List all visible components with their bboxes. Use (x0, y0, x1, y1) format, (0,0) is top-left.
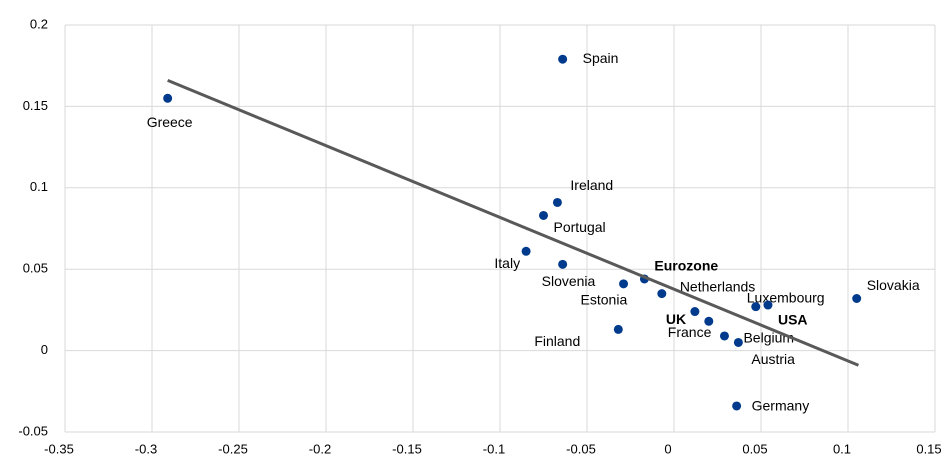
point-label: Netherlands (680, 278, 756, 294)
point (163, 93, 173, 103)
point-label: Luxembourg (747, 289, 825, 305)
x-tick-label: 0.15 (916, 441, 941, 456)
point (704, 316, 714, 326)
point (763, 300, 773, 310)
point-label: Belgium (743, 330, 794, 346)
point (552, 197, 562, 207)
point (558, 54, 568, 64)
x-tick-label: 0.1 (833, 441, 851, 456)
point-label: Austria (751, 351, 795, 367)
point (732, 401, 742, 411)
point-label: Portugal (554, 219, 606, 235)
point-label: France (668, 324, 712, 340)
point (613, 324, 623, 334)
x-tick-label: -0.15 (392, 441, 422, 456)
y-tick-label: 0.15 (23, 98, 48, 113)
y-tick-label: 0 (41, 342, 48, 357)
point-label: Slovenia (542, 273, 596, 289)
point-label: Ireland (570, 177, 613, 193)
x-tick-label: 0.05 (742, 441, 767, 456)
point (733, 337, 743, 347)
point-label: Italy (494, 255, 520, 271)
x-tick-label: -0.05 (566, 441, 596, 456)
x-tick-label: -0.35 (44, 441, 74, 456)
x-tick-label: -0.3 (135, 441, 157, 456)
trend-line (167, 78, 860, 367)
point (521, 246, 531, 256)
point-label: Eurozone (654, 258, 718, 274)
x-tick-label: -0.1 (483, 441, 505, 456)
point-label: Spain (583, 50, 619, 66)
point (852, 294, 862, 304)
point (657, 289, 667, 299)
y-tick-label: 0.2 (30, 16, 48, 31)
point (619, 279, 629, 289)
point (719, 331, 729, 341)
point (751, 302, 761, 312)
point (558, 259, 568, 269)
point-label: Germany (752, 398, 810, 414)
y-tick-label: 0.05 (23, 261, 48, 276)
point (539, 210, 548, 220)
point-label: Estonia (581, 292, 628, 308)
point-label: Greece (147, 114, 193, 130)
point-label: Finland (534, 333, 580, 349)
x-tick-label: -0.2 (309, 441, 331, 456)
x-tick-label: -0.25 (218, 441, 248, 456)
point (690, 307, 700, 317)
y-tick-label: 0.1 (30, 179, 48, 194)
point-label: USA (778, 312, 808, 328)
x-tick-label: 0 (664, 441, 671, 456)
point-label: UK (666, 311, 686, 327)
point-label: Slovakia (867, 277, 920, 293)
y-tick-label: -0.05 (18, 423, 48, 438)
